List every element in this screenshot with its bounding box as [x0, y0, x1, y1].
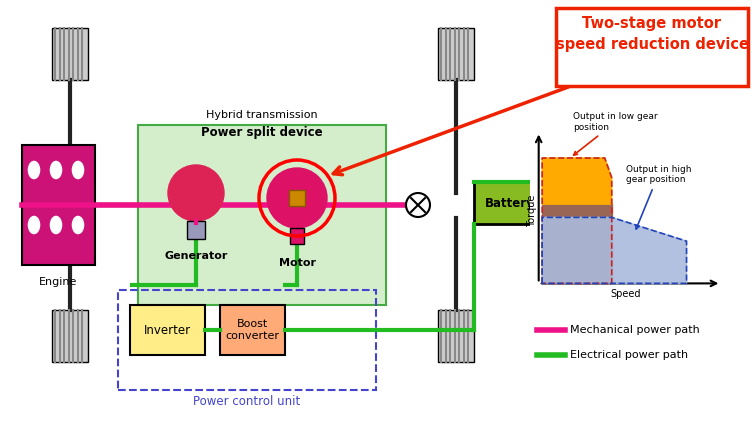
Text: Inverter: Inverter [144, 323, 191, 336]
Text: Engine: Engine [39, 277, 78, 287]
Text: Hybrid transmission: Hybrid transmission [206, 110, 318, 120]
Ellipse shape [71, 215, 85, 235]
Ellipse shape [49, 215, 63, 235]
Text: Boost
converter: Boost converter [225, 319, 280, 341]
Bar [187, 221, 205, 239]
Ellipse shape [71, 160, 85, 180]
Bar [474, 182, 546, 224]
Text: Torque: Torque [527, 194, 537, 227]
Bar [556, 8, 748, 86]
Bar [52, 310, 88, 362]
Bar [52, 28, 88, 80]
Text: Power split device: Power split device [201, 126, 323, 139]
Bar [438, 310, 474, 362]
Bar [438, 28, 474, 80]
Text: Motor: Motor [278, 258, 315, 268]
Text: Mechanical power path: Mechanical power path [570, 325, 700, 335]
Ellipse shape [27, 160, 41, 180]
Circle shape [168, 165, 224, 221]
Text: Generator: Generator [164, 251, 228, 261]
Bar [118, 290, 376, 390]
Circle shape [406, 193, 430, 217]
Text: Power control unit: Power control unit [194, 395, 301, 408]
Text: Electrical power path: Electrical power path [570, 350, 688, 360]
Text: Battery: Battery [485, 197, 535, 210]
Bar [138, 125, 386, 305]
Polygon shape [542, 158, 612, 204]
Bar [289, 190, 305, 206]
Polygon shape [542, 217, 686, 283]
Bar [22, 145, 95, 265]
Text: Two-stage motor
speed reduction device: Two-stage motor speed reduction device [556, 16, 748, 52]
Ellipse shape [27, 215, 41, 235]
Text: Output in low gear
position: Output in low gear position [574, 112, 658, 155]
Bar [220, 305, 285, 355]
Bar [130, 305, 205, 355]
Bar [290, 228, 304, 244]
Polygon shape [542, 204, 612, 283]
Circle shape [267, 168, 327, 228]
Ellipse shape [49, 160, 63, 180]
Text: Output in high
gear position: Output in high gear position [626, 165, 691, 229]
Text: Speed: Speed [610, 289, 641, 299]
